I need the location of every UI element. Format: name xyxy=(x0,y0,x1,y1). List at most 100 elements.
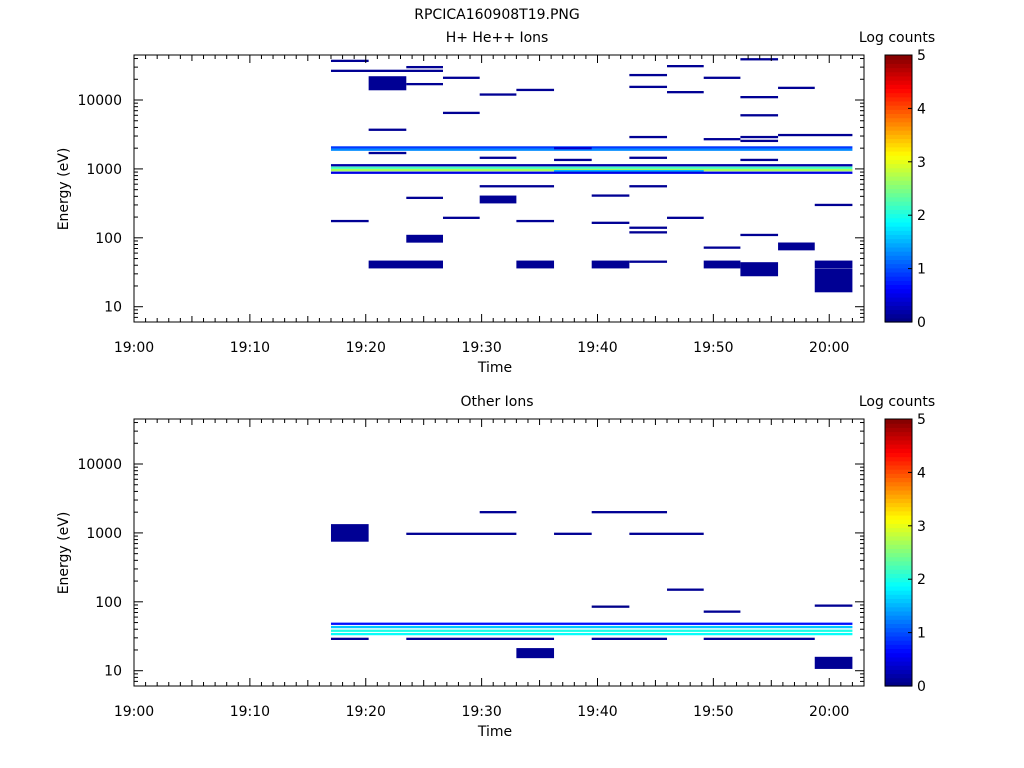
heatmap-cell xyxy=(591,511,668,514)
heatmap-cell xyxy=(629,73,668,77)
heatmap-cell xyxy=(814,604,853,607)
heatmap-cell xyxy=(629,135,668,139)
colorbar-swatch xyxy=(885,138,912,144)
heatmap-cell xyxy=(330,637,369,640)
x-tick-label: 19:40 xyxy=(577,704,617,720)
heatmap-cell xyxy=(442,76,480,79)
colorbar-swatch xyxy=(885,105,912,110)
colorbar-swatch xyxy=(885,84,912,89)
plot-frame xyxy=(133,54,865,323)
heatmap-cell xyxy=(442,216,480,219)
x-tick-label: 19:30 xyxy=(461,340,501,356)
x-tick-label: 19:30 xyxy=(461,704,501,720)
colorbar-swatch xyxy=(885,585,912,591)
colorbar-swatch xyxy=(885,159,912,165)
colorbar-swatch xyxy=(885,598,912,604)
heatmap-cell xyxy=(330,219,369,223)
colorbar-tick-label: 3 xyxy=(917,155,926,171)
colorbar-swatch xyxy=(885,213,912,219)
colorbar-swatch xyxy=(885,209,912,215)
colorbar: 0 1 2 3 4 5 xyxy=(884,48,926,331)
colorbar-swatch xyxy=(885,652,912,658)
heatmap-cell xyxy=(814,268,853,293)
colorbar-swatch xyxy=(885,313,912,319)
colorbar-swatch xyxy=(885,134,912,140)
heatmap-cell xyxy=(703,138,741,141)
colorbar-swatch xyxy=(885,573,912,579)
colorbar-swatch xyxy=(885,188,912,194)
heatmap-cell xyxy=(406,234,443,243)
heatmap-cell xyxy=(629,231,668,234)
y-axis-label: Energy (eV) xyxy=(56,512,72,595)
heatmap-cell xyxy=(629,156,668,159)
colorbar-swatch xyxy=(885,130,912,135)
heatmap-cell xyxy=(330,524,369,542)
colorbar-swatch xyxy=(885,656,912,662)
colorbar-swatch xyxy=(885,276,912,281)
colorbar-swatch xyxy=(885,435,912,441)
heatmap-cell xyxy=(814,656,853,669)
heatmap-cell xyxy=(554,158,592,162)
heatmap-cell xyxy=(516,88,555,92)
colorbar-swatch xyxy=(885,481,912,487)
colorbar-swatch xyxy=(885,80,912,85)
heatmap-cell xyxy=(740,58,779,61)
colorbar-swatch xyxy=(885,677,912,683)
heatmap-cell xyxy=(703,260,741,269)
heatmap-cell xyxy=(330,69,443,72)
x-tick-label: 19:00 xyxy=(114,340,154,356)
colorbar-tick-label: 2 xyxy=(917,572,926,588)
colorbar-swatch xyxy=(885,489,912,495)
colorbar-tick-label: 3 xyxy=(917,519,926,535)
colorbar-swatch xyxy=(885,175,912,181)
colorbar-swatch xyxy=(885,238,912,244)
heatmap-cell xyxy=(479,185,555,188)
heatmap-cell xyxy=(516,219,555,223)
colorbar-swatch xyxy=(885,606,912,612)
x-tick-label: 19:20 xyxy=(346,704,386,720)
colorbar-swatch xyxy=(885,648,912,654)
colorbar-label: Log counts xyxy=(859,394,935,410)
x-axis-label: Time xyxy=(477,360,512,376)
y-axis: 10 100 1000 10000 xyxy=(77,58,864,323)
colorbar-swatch xyxy=(885,196,912,202)
panel-h-he-ions: H+ He++ Ions Log counts 19:00 19:10 19:20 1… xyxy=(56,30,935,376)
heatmap-cell xyxy=(591,260,630,269)
colorbar-swatch xyxy=(885,602,912,608)
colorbar-swatch xyxy=(885,100,912,106)
colorbar-swatch xyxy=(885,448,912,453)
colorbar-swatch xyxy=(885,669,912,675)
heatmap-cell xyxy=(778,242,815,251)
colorbar-tick-label: 4 xyxy=(917,465,926,481)
colorbar-swatch xyxy=(885,267,912,273)
x-tick-label: 19:50 xyxy=(693,340,733,356)
y-axis: 10 100 1000 10000 xyxy=(77,422,864,687)
colorbar-tick-label: 1 xyxy=(917,626,926,642)
colorbar-swatch xyxy=(885,556,912,562)
heatmap-cell xyxy=(330,59,369,63)
heatmap-cell xyxy=(368,76,407,91)
colorbar-swatch xyxy=(885,205,912,210)
colorbar-swatch xyxy=(885,665,912,670)
heatmap-cell xyxy=(740,262,779,277)
x-axis: 19:00 19:10 19:20 19:30 19:40 19:50 20:00 xyxy=(114,419,853,720)
heatmap-cell xyxy=(703,637,815,640)
x-tick-label: 20:00 xyxy=(809,704,849,720)
y-tick-label: 10 xyxy=(104,664,122,680)
colorbar-swatch xyxy=(885,75,912,81)
colorbar-tick-label: 5 xyxy=(917,412,926,428)
heatmap-cell xyxy=(406,82,443,86)
heatmap-cell xyxy=(629,185,668,188)
colorbar-swatch xyxy=(885,263,912,269)
heatmap-cell xyxy=(703,246,741,249)
heatmap-cell xyxy=(629,260,668,263)
colorbar-swatch xyxy=(885,581,912,587)
plot-area xyxy=(330,58,853,293)
colorbar-swatch xyxy=(885,577,912,583)
colorbar-swatch xyxy=(885,610,912,616)
colorbar-swatch xyxy=(885,514,912,520)
heatmap-cell xyxy=(516,648,555,659)
heatmap-cell xyxy=(406,196,443,200)
colorbar-swatch xyxy=(885,271,912,277)
heatmap-cell xyxy=(330,625,853,629)
